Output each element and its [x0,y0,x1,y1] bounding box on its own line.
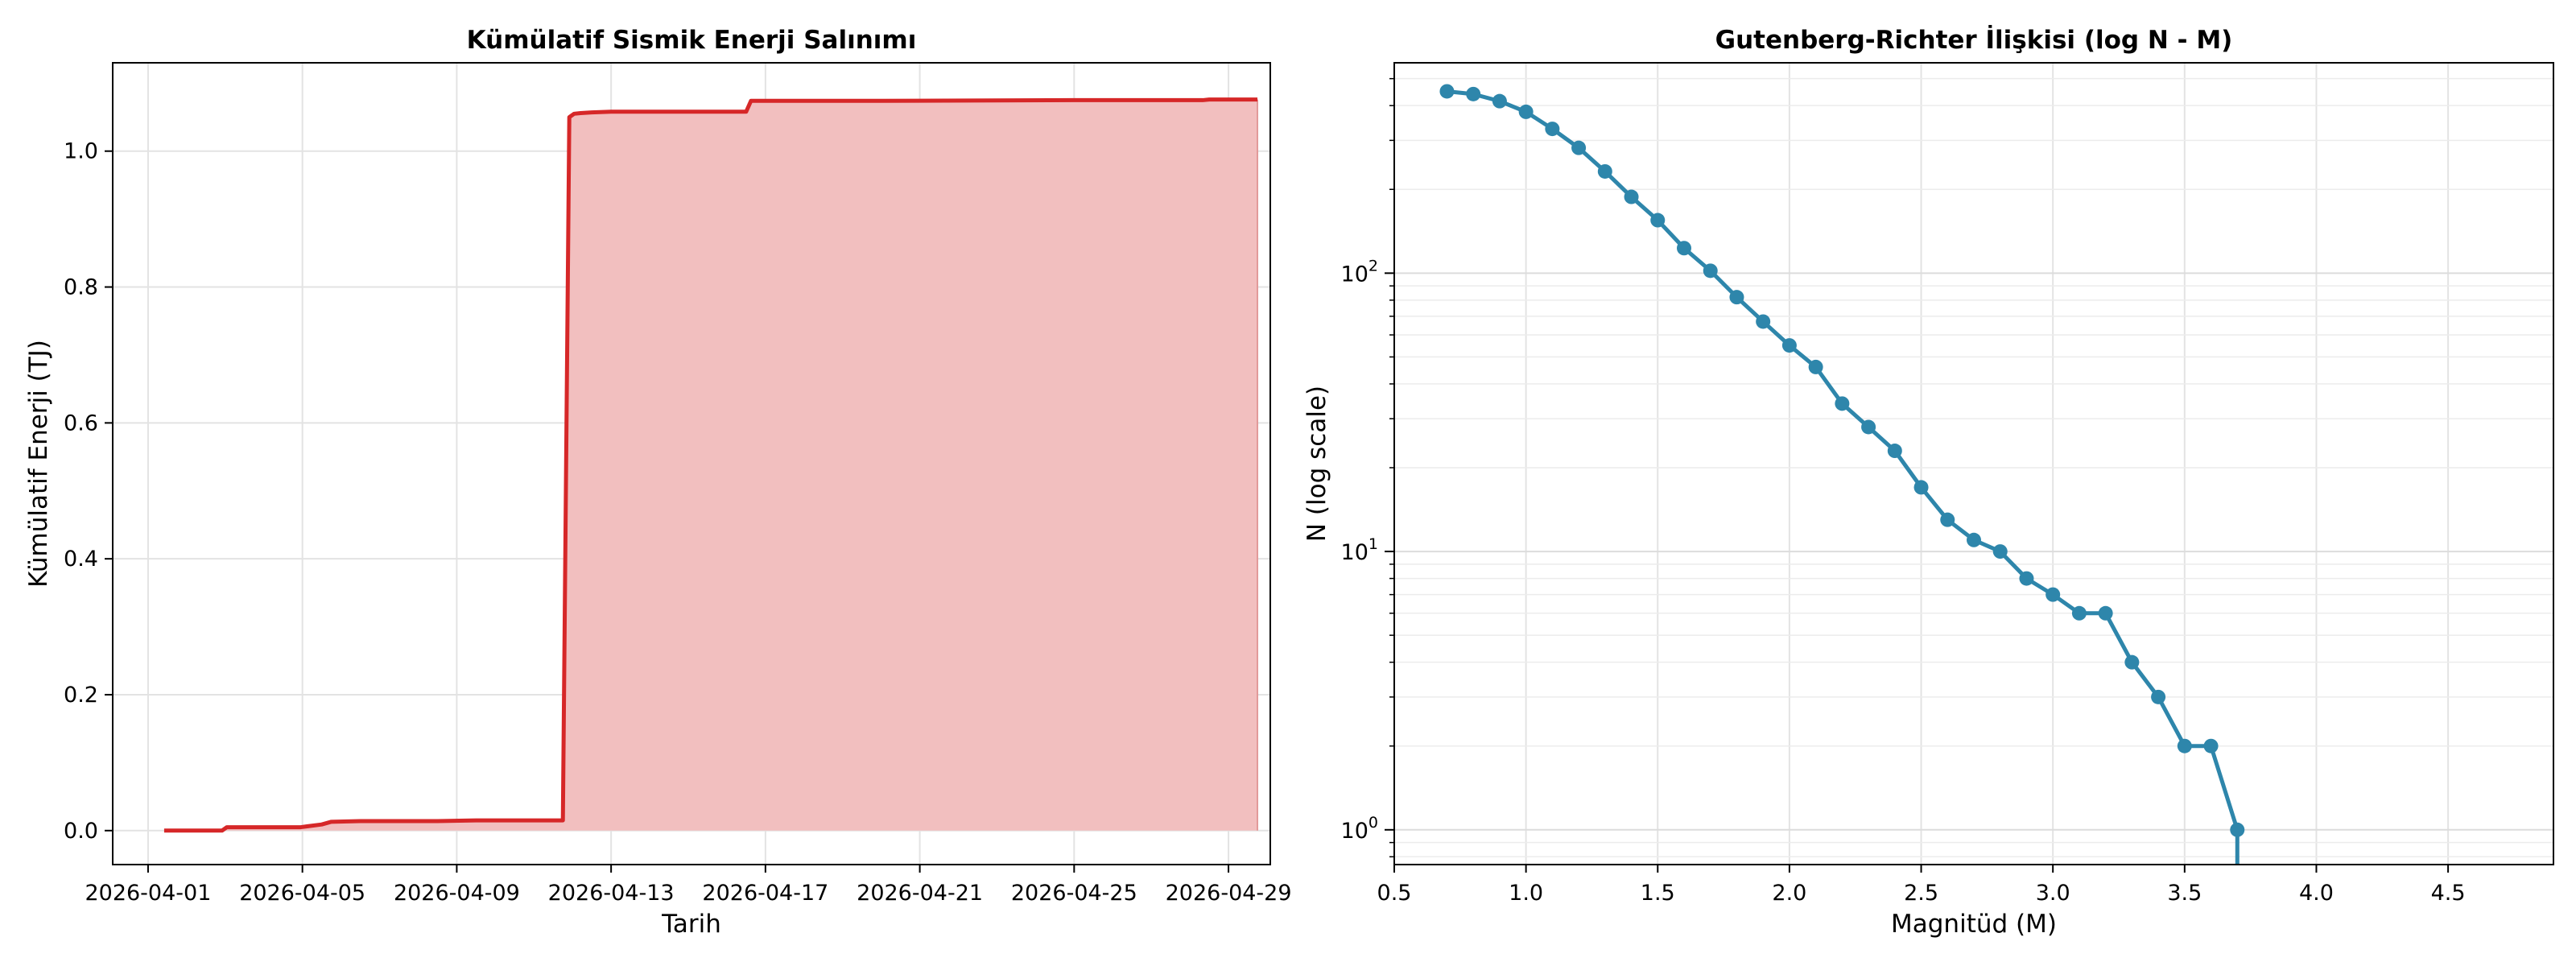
gutenberg-richter-x-label: Magnitüd (M) [1891,910,2057,939]
gr-y-tick-label: 101 [1341,535,1378,565]
gr-data-point [1835,396,1850,411]
energy-chart-title: Kümülatif Sismik Enerji Salınımı [467,26,917,55]
gr-x-tick-label: 2.5 [1904,881,1938,906]
energy-x-tick-label: 2026-04-05 [239,881,365,906]
energy-x-tick-label: 2026-04-09 [394,881,520,906]
gr-data-point [1624,189,1639,204]
gr-y-tick-label: 102 [1341,257,1378,287]
energy-y-tick-label: 0.2 [64,683,98,708]
gutenberg-richter-chart: 0.5 1.0 1.5 2.0 2.5 3.0 3.5 4.0 4.5 100 101 102 Gut… [1302,26,2554,939]
gr-x-tick-label: 4.0 [2299,881,2334,906]
gr-data-point [1439,84,1455,99]
energy-chart-y-label: Kümülatif Enerji (TJ) [24,340,53,588]
gr-x-tick-label: 3.5 [2167,881,2202,906]
gr-x-tick-label: 1.0 [1509,881,1543,906]
gr-data-point [2151,689,2166,704]
energy-y-tick-label: 0.4 [64,547,98,572]
gutenberg-richter-frame [1393,62,2554,865]
gr-data-point [2019,571,2034,586]
gr-data-point [1677,241,1691,256]
gr-data-point [1597,163,1612,179]
gr-data-point [1861,419,1876,435]
gr-data-point [1545,122,1560,137]
energy-y-tick-label: 1.0 [64,139,98,164]
energy-chart-x-label: Tarih [661,910,721,939]
energy-x-tick-label: 2026-04-25 [1011,881,1137,906]
energy-x-tick-label: 2026-04-29 [1166,881,1292,906]
gr-y-tick-label: 100 [1341,814,1378,844]
gr-data-point [2124,654,2140,670]
gr-data-point [2230,822,2245,837]
gutenberg-richter-ticks: 0.5 1.0 1.5 2.0 2.5 3.0 3.5 4.0 4.5 100 101 102 [1341,77,2466,906]
gr-data-point [2203,738,2219,753]
gr-data-point [1492,93,1507,109]
gr-x-tick-label: 3.0 [2036,881,2070,906]
gr-data-point [1967,532,1981,547]
gr-x-tick-label: 2.0 [1772,881,1806,906]
energy-y-tick-label: 0.0 [64,819,98,844]
gr-data-point [1781,338,1797,353]
gr-data-point [1466,86,1481,101]
gutenberg-richter-y-label: N (log scale) [1302,386,1331,542]
gr-data-point [1703,263,1718,279]
gr-data-point [1729,290,1744,305]
gr-data-point [1992,544,2008,559]
energy-chart: 2026-04-01 2026-04-05 2026-04-09 2026-04-13… [24,26,1292,939]
gutenberg-richter-series [1439,84,2245,865]
energy-series-line [163,97,1258,833]
gutenberg-richter-grid [1393,63,2553,865]
energy-chart-frame [112,62,1271,865]
gutenberg-richter-title: Gutenberg-Richter İlişkisi (log N - M) [1715,26,2233,55]
gr-data-point [1518,104,1534,119]
gr-data-point [2046,587,2061,602]
gr-x-tick-label: 0.5 [1377,881,1412,906]
gr-data-point [1940,512,1955,527]
gr-data-point [1887,444,1902,459]
gr-data-point [2098,605,2113,621]
energy-chart-area-group [163,97,1259,833]
gr-data-point [2071,605,2087,621]
energy-area-fill [163,99,1258,831]
gr-data-point [2177,738,2192,753]
gr-data-point [1913,480,1929,495]
gr-data-point [1808,359,1823,374]
energy-x-tick-label: 2026-04-17 [702,881,828,906]
energy-x-tick-label: 2026-04-01 [85,881,211,906]
gr-data-point [1650,213,1666,228]
energy-x-tick-label: 2026-04-21 [857,881,983,906]
energy-y-tick-label: 0.6 [64,411,98,436]
gr-x-tick-label: 4.5 [2431,881,2466,906]
energy-x-tick-label: 2026-04-13 [548,881,675,906]
energy-y-tick-label: 0.8 [64,275,98,300]
energy-chart-ticks: 2026-04-01 2026-04-05 2026-04-09 2026-04-13… [64,139,1291,906]
gr-x-tick-label: 1.5 [1641,881,1675,906]
gr-data-point [1756,314,1771,329]
gr-data-point [1571,140,1587,155]
